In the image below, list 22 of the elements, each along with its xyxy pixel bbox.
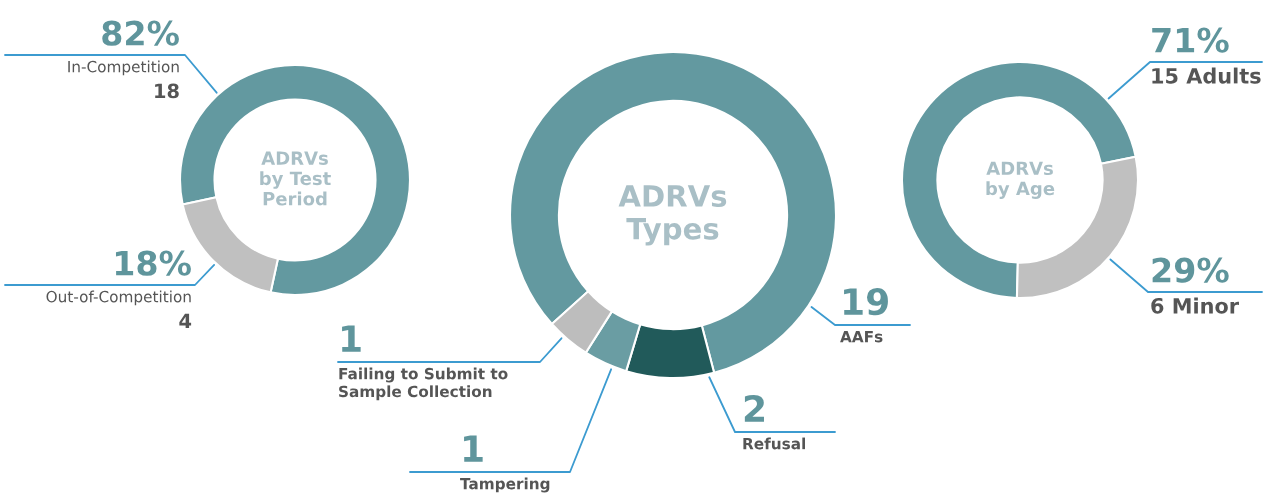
slice-label: Failing to Submit to Sample Collection [339,367,508,401]
text: 29% [1152,257,1229,283]
slice-label: AAFs [840,331,883,343]
text: 71% [1152,27,1229,53]
data-label: 4 [179,313,192,328]
text: ADRVs Types [618,185,727,246]
slice-label: Refusal [743,437,806,450]
text: ADRVs by Test Period [260,151,331,206]
data-label: 2 [744,394,764,422]
donut-slice [900,60,1137,299]
data-label: 18 [155,83,179,99]
text: ADRVs by Age [986,161,1055,199]
text: 18% [115,250,191,276]
slice-label: Tampering [460,477,550,493]
data-label: 6 Minor [1151,297,1239,314]
data-label: 1 [464,435,483,462]
data-label: 19 [844,287,888,316]
slice-label: In-Competition [68,60,179,76]
data-label: 1 [342,325,361,352]
slice-label: Out-of-Competition [46,290,191,306]
text: 82% [102,20,179,46]
data-label: 15 Adults [1152,67,1261,84]
